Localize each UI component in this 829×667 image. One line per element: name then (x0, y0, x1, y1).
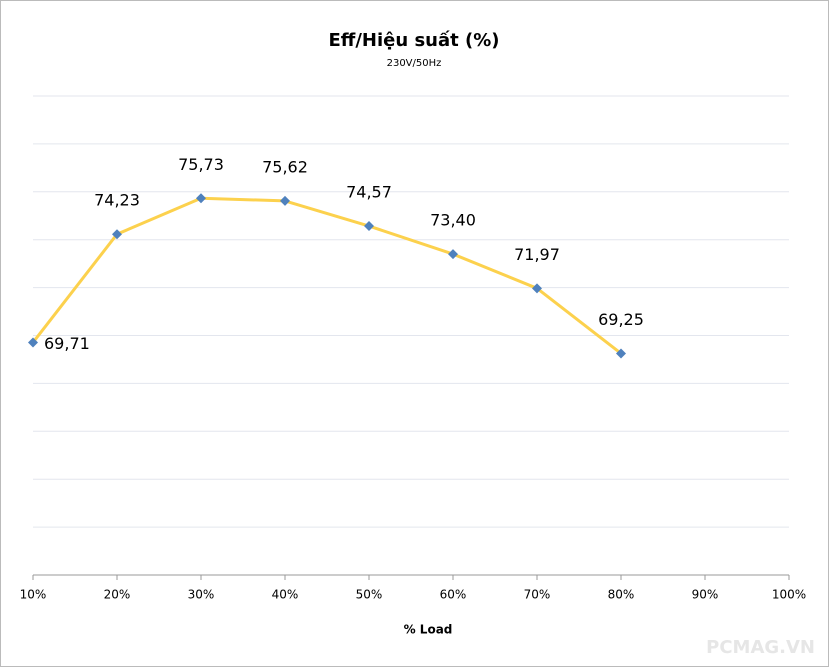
data-label: 74,23 (94, 191, 140, 210)
x-tick-label: 20% (104, 588, 131, 602)
data-point (28, 337, 38, 348)
data-label: 69,25 (598, 310, 644, 329)
x-tick-label: 10% (20, 588, 47, 602)
watermark: PCMAG.VN (706, 637, 815, 658)
data-label: 73,40 (430, 211, 476, 230)
data-point (112, 229, 122, 240)
data-point (532, 283, 542, 294)
data-label: 75,62 (262, 157, 308, 176)
data-point (616, 348, 626, 359)
data-label: 74,57 (346, 183, 392, 202)
x-tick-label: 40% (272, 588, 299, 602)
data-point (196, 193, 206, 204)
data-label: 69,71 (44, 334, 90, 353)
x-tick-label: 60% (440, 588, 467, 602)
x-tick-label: 90% (692, 588, 719, 602)
data-point (448, 249, 458, 260)
x-axis-label: % Load (404, 623, 453, 637)
chart-subtitle: 230V/50Hz (387, 58, 442, 69)
x-tick-label: 70% (524, 588, 551, 602)
data-point (280, 195, 290, 206)
data-label: 71,97 (514, 245, 560, 264)
chart-title: Eff/Hiệu suất (%) (328, 30, 499, 51)
data-label: 75,73 (178, 155, 224, 174)
x-tick-label: 80% (608, 588, 635, 602)
x-tick-label: 100% (772, 588, 806, 602)
data-line (31, 196, 622, 355)
data-point (364, 221, 374, 232)
x-tick-label: 50% (356, 588, 383, 602)
x-tick-label: 30% (188, 588, 215, 602)
